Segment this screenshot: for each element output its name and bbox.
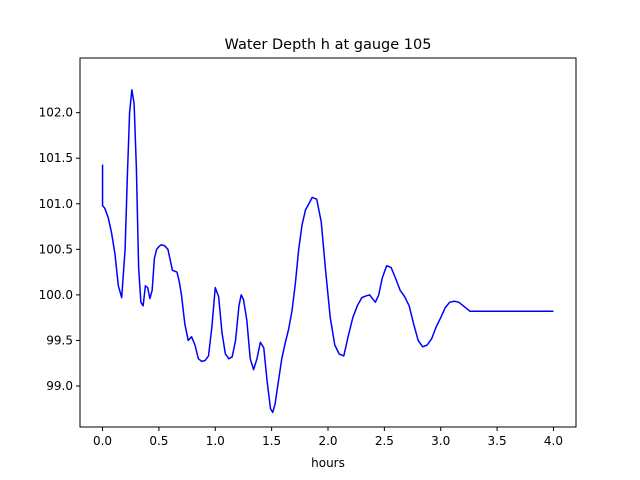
series-line-0: [101, 89, 554, 414]
x-tick-label: 1.0: [206, 434, 225, 448]
x-tick-label: 0.5: [149, 434, 168, 448]
y-tick-label: 99.0: [46, 379, 73, 393]
y-tick-label: 101.0: [39, 197, 73, 211]
y-tick-label: 100.5: [39, 242, 73, 256]
x-tick-label: 3.5: [488, 434, 507, 448]
x-axis-label: hours: [311, 456, 345, 470]
plot-frame: [79, 57, 577, 428]
y-tick-label: 99.5: [46, 333, 73, 347]
series-layer: [101, 89, 554, 414]
chart-title: Water Depth h at gauge 105: [225, 37, 432, 53]
y-axis-ticks: 99.0 99.5 100.0 100.5 101.0 101.5 102.0: [39, 106, 80, 393]
x-tick-label: 4.0: [544, 434, 563, 448]
y-tick-label: 102.0: [39, 106, 73, 120]
x-tick-label: 0.0: [93, 434, 112, 448]
y-tick-label: 100.0: [39, 288, 73, 302]
x-tick-label: 3.0: [431, 434, 450, 448]
x-tick-label: 2.5: [375, 434, 394, 448]
x-tick-label: 2.0: [318, 434, 337, 448]
x-axis-ticks: 0.0 0.5 1.0 1.5 2.0 2.5 3.0 3.5 4.0: [93, 427, 563, 448]
x-tick-label: 1.5: [262, 434, 281, 448]
y-tick-label: 101.5: [39, 151, 73, 165]
